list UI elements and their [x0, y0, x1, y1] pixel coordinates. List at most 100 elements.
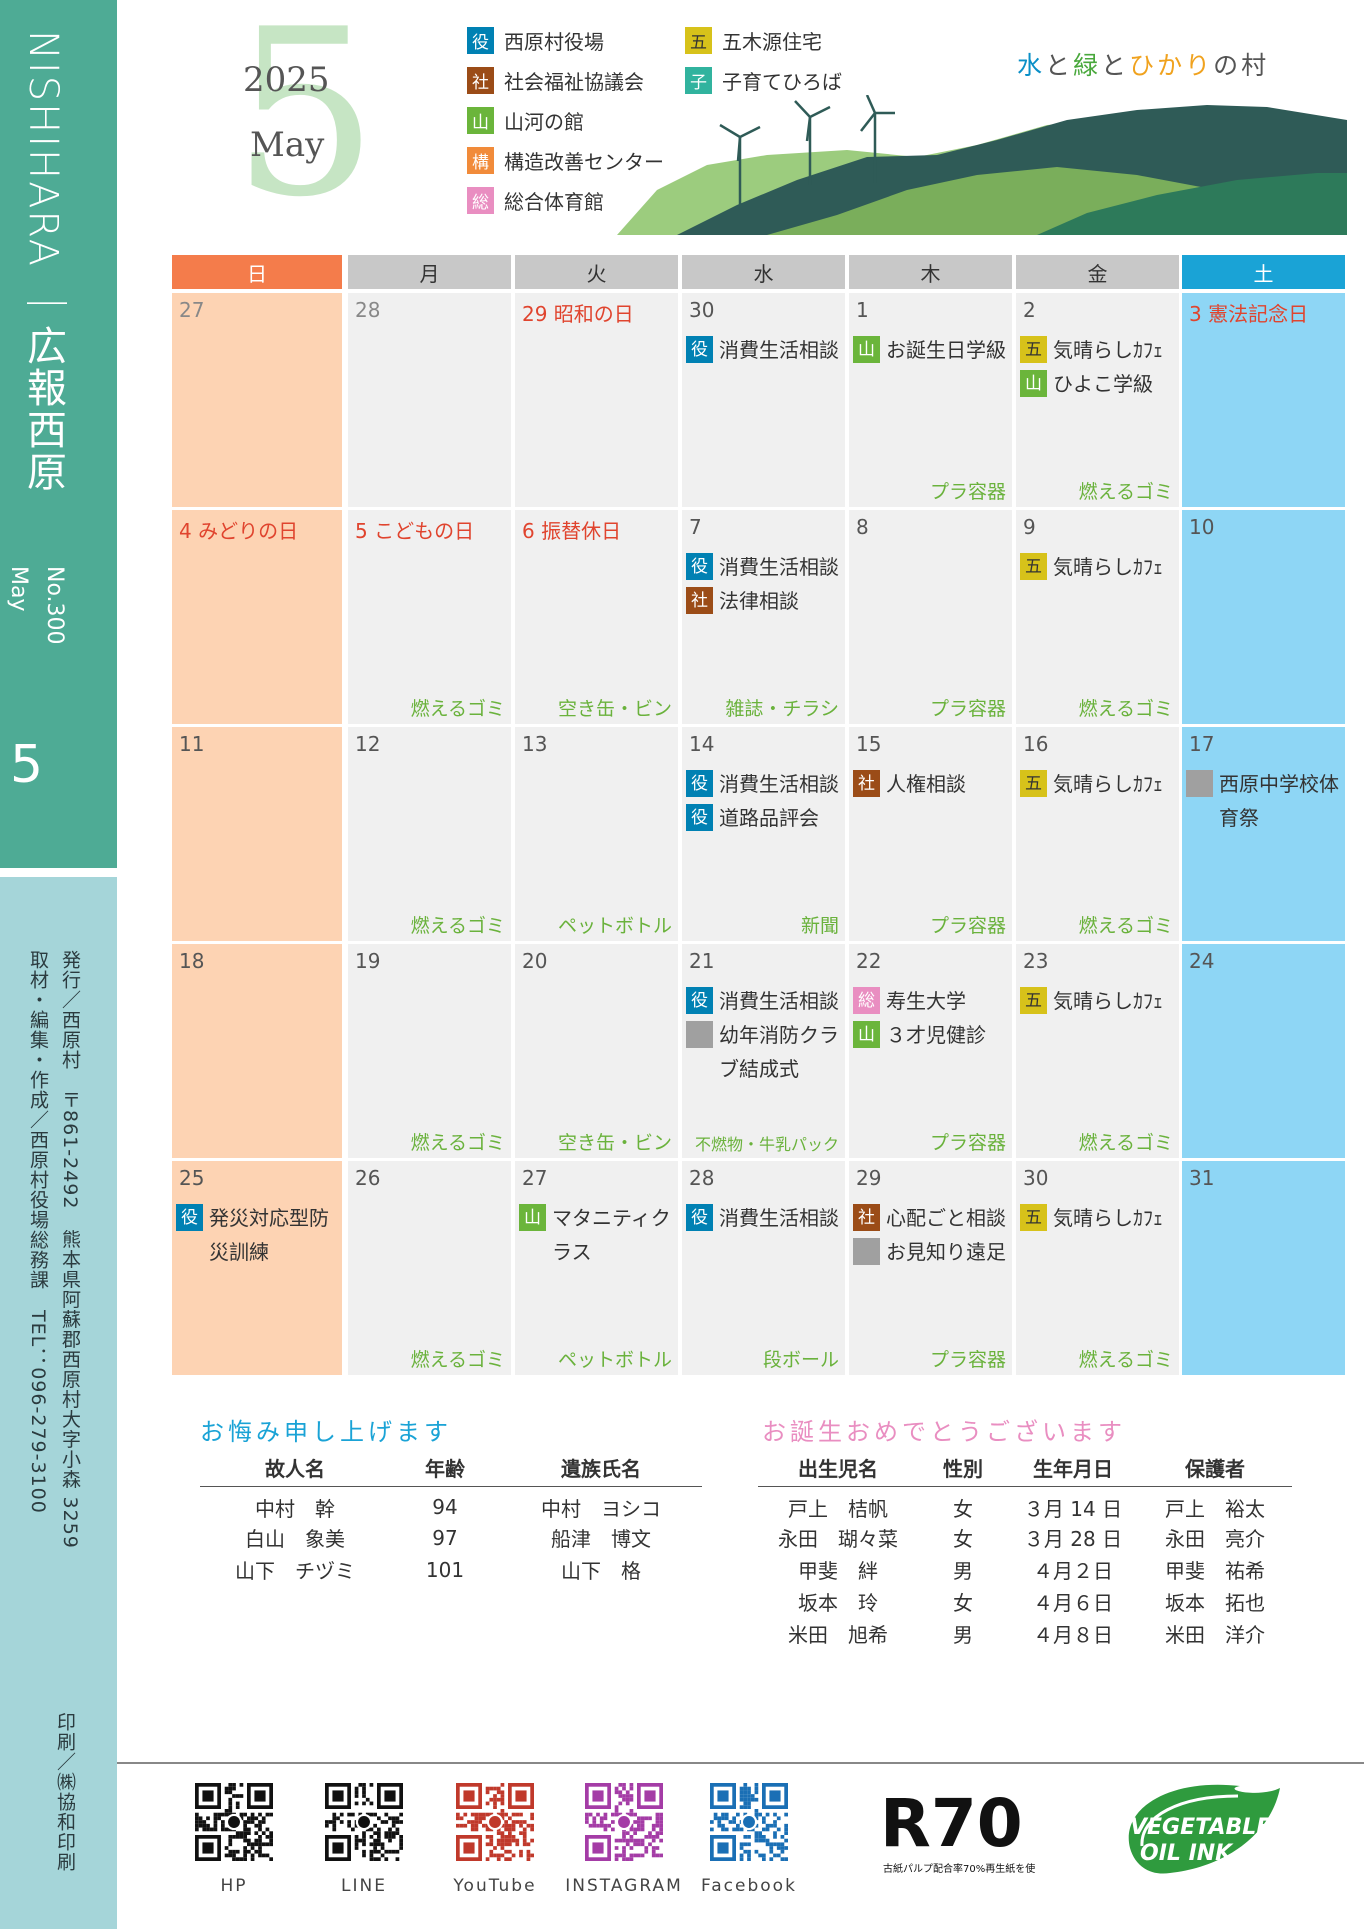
calendar-event: 五気晴らしｶﾌｪ	[1020, 333, 1177, 367]
garbage-collection-label: 燃えるゴミ	[410, 1349, 505, 1371]
day-number: 26	[355, 1166, 381, 1190]
day-number: 9	[1023, 515, 1036, 539]
calendar-day-cell: 30 役消費生活相談	[682, 293, 845, 507]
legend-item: 構構造改善センター	[467, 140, 664, 180]
slogan-char: と	[1101, 51, 1130, 80]
day-number: 27	[522, 1166, 548, 1190]
garbage-collection-label: 燃えるゴミ	[1078, 698, 1173, 720]
event-venue-badge: 役	[176, 1204, 203, 1231]
birth-cell: 米田 洋介	[1165, 1623, 1265, 1647]
big-month-number: 5	[232, 0, 379, 248]
day-number: 8	[856, 515, 869, 539]
calendar-day-cell: 9 五気晴らしｶﾌｪ 燃えるゴミ	[1016, 510, 1179, 724]
village-slogan: 水と緑とひかりの村	[1017, 46, 1269, 82]
day-number: 29 昭和の日	[522, 302, 634, 326]
birth-cell: 永田 亮介	[1165, 1527, 1265, 1551]
garbage-collection-label: 空き缶・ビン	[557, 1132, 672, 1154]
event-venue-badge: 五	[1020, 1204, 1047, 1231]
spine-title: NISHIHARA ｜広報西原	[20, 30, 66, 493]
event-title: ３才児健診	[886, 1023, 986, 1047]
spine-issue-month: May	[6, 566, 31, 612]
qr-label-hp: HP	[220, 1876, 248, 1896]
event-venue-badge: 役	[686, 336, 713, 363]
table-row: 甲斐 絆 男 ４月２日 甲斐 祐希	[758, 1554, 1292, 1586]
day-number: 4 みどりの日	[179, 519, 299, 543]
day-number: 13	[522, 732, 548, 756]
event-title: マタニティクラス	[552, 1206, 671, 1264]
calendar-day-cell: 1 山お誕生日学級 プラ容器	[849, 293, 1012, 507]
garbage-collection-label: ペットボトル	[557, 1349, 672, 1371]
garbage-collection-label: 不燃物・牛乳パック	[694, 1135, 839, 1154]
event-venue-badge	[686, 1021, 713, 1048]
event-venue-badge: 山	[853, 336, 880, 363]
day-number: 11	[179, 732, 205, 756]
calendar-event: 五気晴らしｶﾌｪ	[1020, 1201, 1177, 1235]
calendar-event: 社人権相談	[853, 767, 1010, 801]
weekday-header: 月	[348, 255, 511, 289]
legend-label: 社会福祉協議会	[504, 69, 644, 94]
slogan-char: と	[1045, 51, 1074, 80]
calendar-day-cell: 29 社心配ごと相談 お見知り遠足 プラ容器	[849, 1161, 1012, 1375]
calendar-day-cell: 15 社人権相談 プラ容器	[849, 727, 1012, 941]
qr-code-hp[interactable]	[195, 1783, 273, 1861]
day-number: 30	[1023, 1166, 1049, 1190]
r70-caption: 古紙パルプ配合率70%再生紙を使用	[883, 1862, 1035, 1875]
day-number: 23	[1023, 949, 1049, 973]
legend-label: 子育てひろば	[722, 69, 842, 94]
weekday-header: 日	[172, 255, 342, 289]
event-title: 寿生大学	[886, 989, 966, 1013]
calendar-event: 五気晴らしｶﾌｪ	[1020, 984, 1177, 1018]
birth-cell: 女	[953, 1496, 973, 1521]
calendar-day-cell: 27	[172, 293, 342, 507]
birth-cell: 甲斐 絆	[798, 1559, 878, 1583]
calendar-day-cell: 27 山マタニティクラス ペットボトル	[515, 1161, 678, 1375]
day-number: 14	[689, 732, 715, 756]
day-events: 役消費生活相談社法律相談	[686, 550, 843, 618]
event-venue-badge: 役	[686, 770, 713, 797]
calendar-day-cell: 25 役発災対応型防災訓練	[172, 1161, 342, 1375]
garbage-collection-label: ペットボトル	[557, 915, 672, 937]
birth-title: お誕生おめでとうございます	[762, 1418, 1126, 1446]
event-venue-badge: 山	[1020, 370, 1047, 397]
garbage-collection-label: 燃えるゴミ	[410, 915, 505, 937]
garbage-collection-label: 燃えるゴミ	[1078, 1132, 1173, 1154]
qr-code-youtube[interactable]	[456, 1783, 534, 1861]
birth-cell: 坂本 玲	[798, 1591, 878, 1615]
spine-editor: 取材・編集・作成／西原村役場総務課 TEL：096-279-3100	[27, 950, 49, 1514]
day-number: 5 こどもの日	[355, 519, 475, 543]
slogan-char: 水	[1017, 51, 1046, 80]
spine-printer: 印刷／㈱協和印刷	[54, 1712, 76, 1872]
month-en-label: May	[250, 125, 325, 165]
weekday-header: 木	[849, 255, 1012, 289]
condolence-cell: 白山 象美	[245, 1527, 345, 1551]
calendar-event: 役発災対応型防災訓練	[176, 1201, 340, 1269]
calendar-event: 社心配ごと相談	[853, 1201, 1010, 1235]
day-number: 1	[856, 298, 869, 322]
event-venue-badge: 五	[1020, 987, 1047, 1014]
qr-code-instagram[interactable]	[585, 1783, 663, 1861]
legend-badge: 役	[467, 26, 494, 54]
qr-code-facebook[interactable]	[710, 1783, 788, 1861]
condolence-cell: 94	[432, 1495, 458, 1519]
calendar-day-cell: 5 こどもの日 燃えるゴミ	[348, 510, 511, 724]
condolence-column-header: 年齢	[390, 1450, 500, 1487]
birth-column-header: 出生児名	[758, 1450, 918, 1487]
day-number: 27	[179, 298, 205, 322]
qr-code-line[interactable]	[325, 1783, 403, 1861]
weekday-header: 土	[1182, 255, 1345, 289]
event-title: 消費生活相談	[719, 989, 839, 1013]
condolence-column-header: 遺族氏名	[500, 1450, 702, 1487]
legend-badge: 五	[685, 26, 712, 54]
event-title: 消費生活相談	[719, 555, 839, 579]
calendar-event: お見知り遠足	[853, 1235, 1010, 1269]
year-label: 2025	[243, 60, 330, 100]
table-row: 白山 象美 97 船津 博文	[200, 1522, 702, 1554]
event-venue-badge	[853, 1238, 880, 1265]
legend-item: 社社会福祉協議会	[467, 60, 664, 100]
day-number: 2	[1023, 298, 1036, 322]
table-row: 中村 幹 94 中村 ヨシコ	[200, 1486, 702, 1522]
calendar-day-cell: 12 燃えるゴミ	[348, 727, 511, 941]
day-number: 22	[856, 949, 882, 973]
birth-cell: ４月６日	[1033, 1591, 1113, 1615]
spine-divider	[0, 868, 117, 877]
